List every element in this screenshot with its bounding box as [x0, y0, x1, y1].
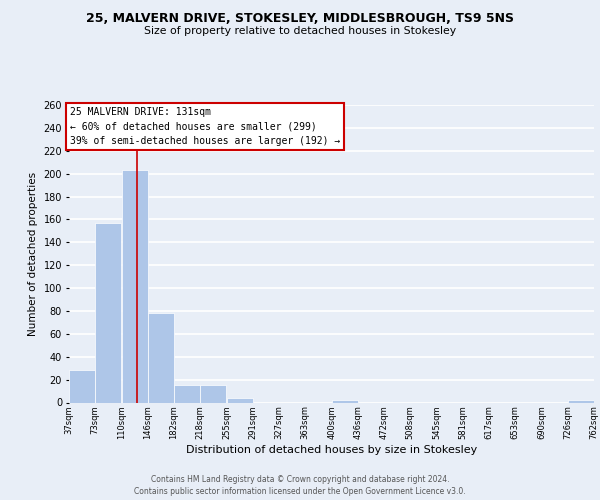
Bar	[148, 313, 174, 402]
Bar	[122, 170, 148, 402]
Text: 25 MALVERN DRIVE: 131sqm
← 60% of detached houses are smaller (299)
39% of semi-: 25 MALVERN DRIVE: 131sqm ← 60% of detach…	[70, 108, 340, 146]
Bar	[332, 400, 358, 402]
Text: Size of property relative to detached houses in Stokesley: Size of property relative to detached ho…	[144, 26, 456, 36]
Bar	[69, 370, 95, 402]
Y-axis label: Number of detached properties: Number of detached properties	[28, 172, 38, 336]
Text: 25, MALVERN DRIVE, STOKESLEY, MIDDLESBROUGH, TS9 5NS: 25, MALVERN DRIVE, STOKESLEY, MIDDLESBRO…	[86, 12, 514, 26]
Bar	[568, 400, 594, 402]
Bar	[227, 398, 253, 402]
Bar	[200, 386, 226, 402]
Bar	[174, 386, 200, 402]
Bar	[95, 223, 121, 402]
Text: Contains HM Land Registry data © Crown copyright and database right 2024.
Contai: Contains HM Land Registry data © Crown c…	[134, 474, 466, 496]
X-axis label: Distribution of detached houses by size in Stokesley: Distribution of detached houses by size …	[186, 445, 477, 455]
